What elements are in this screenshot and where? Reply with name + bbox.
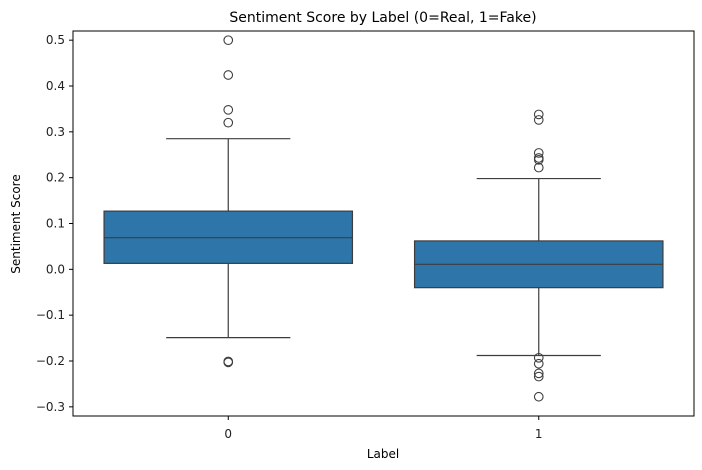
outlier-point <box>533 115 544 125</box>
y-axis-label: Sentiment Score <box>9 174 23 273</box>
outlier-point <box>533 391 544 402</box>
plot-frame <box>72 30 695 417</box>
outlier-point <box>533 148 544 158</box>
outlier-point <box>533 358 544 369</box>
y-tick-label: 0.2 <box>46 171 65 185</box>
outlier-point <box>533 352 544 363</box>
y-tick-label: 0.5 <box>46 33 65 47</box>
y-tick-label: −0.2 <box>36 354 65 368</box>
y-tick-label: −0.3 <box>36 400 65 414</box>
outlier-point <box>223 357 234 368</box>
x-tick-label: 0 <box>224 427 232 441</box>
outlier-point <box>223 35 234 46</box>
y-tick-label: 0.3 <box>46 125 65 139</box>
x-axis-label: Label <box>367 447 399 461</box>
y-tick-label: 0.1 <box>46 217 65 231</box>
outlier-point <box>223 117 234 128</box>
plot-area: 0 1 −0.3 −0.2 −0.1 0.0 0.1 0.2 0.3 0.4 0.5 <box>36 30 695 441</box>
outlier-point <box>533 162 544 173</box>
chart-title: Sentiment Score by Label (0=Real, 1=Fake… <box>229 10 536 26</box>
x-tick-label: 1 <box>535 427 543 441</box>
outlier-point <box>223 70 234 80</box>
y-tick-label: −0.1 <box>36 308 65 322</box>
y-tick-label: 0.0 <box>46 262 65 276</box>
outlier-point <box>223 104 234 115</box>
y-tick-label: 0.4 <box>46 79 65 93</box>
outlier-point <box>533 371 544 382</box>
outlier-point <box>533 154 544 165</box>
outlier-point <box>533 109 544 120</box>
outlier-point <box>533 368 544 379</box>
